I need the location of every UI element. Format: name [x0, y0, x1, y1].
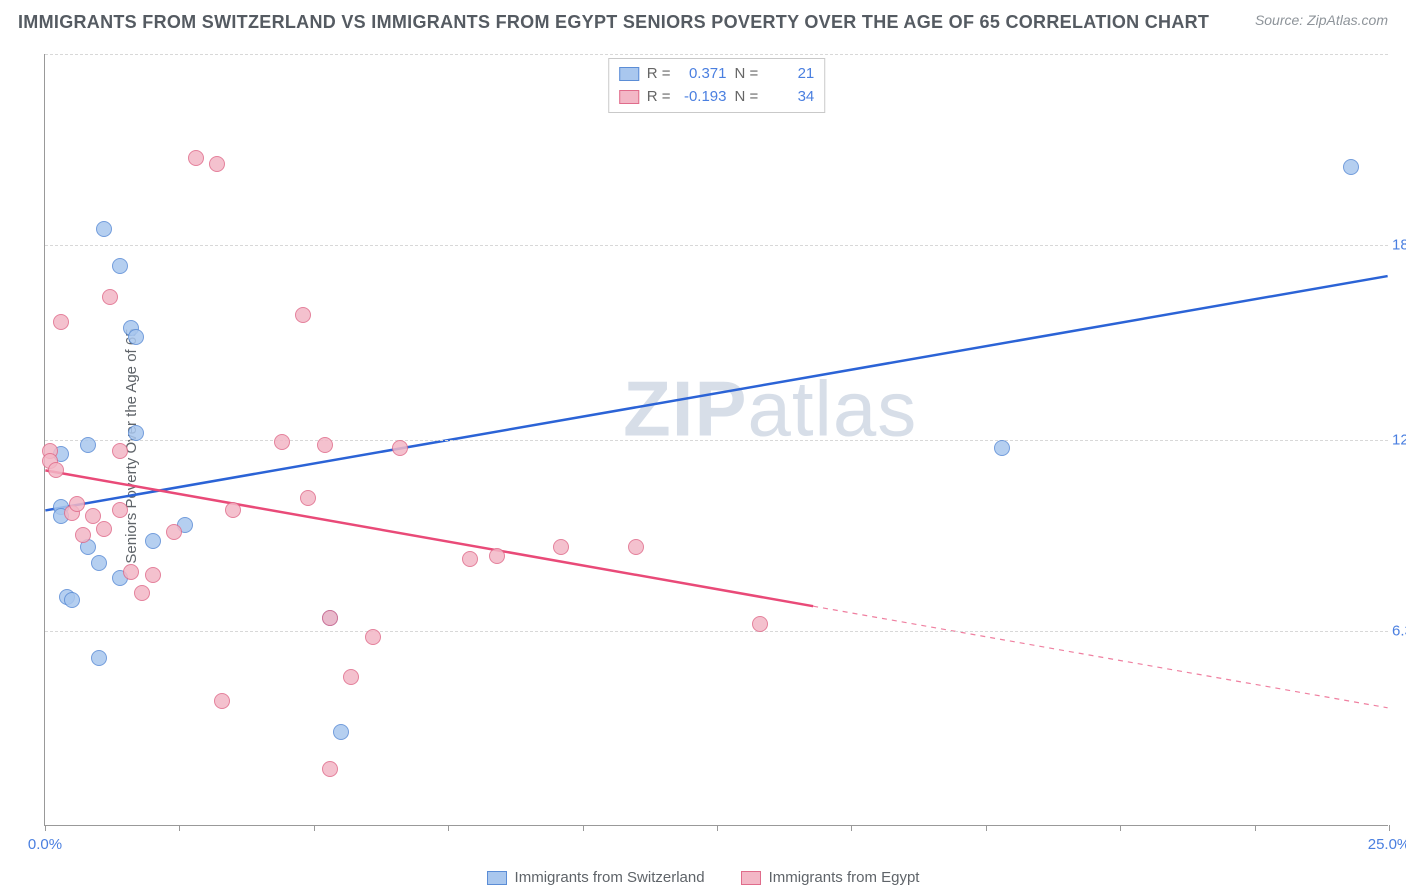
- trend-line: [45, 276, 1387, 510]
- scatter-point: [96, 221, 112, 237]
- scatter-point: [128, 425, 144, 441]
- scatter-point: [274, 434, 290, 450]
- x-tick: [1255, 825, 1256, 831]
- y-tick-label: 18.8%: [1392, 237, 1406, 254]
- legend-swatch-icon: [741, 871, 761, 885]
- scatter-point: [112, 443, 128, 459]
- x-tick: [314, 825, 315, 831]
- scatter-point: [1343, 159, 1359, 175]
- grid-line: [45, 631, 1388, 632]
- y-tick-label: 12.5%: [1392, 432, 1406, 449]
- scatter-point: [225, 502, 241, 518]
- grid-line: [45, 54, 1388, 55]
- legend-stats-row: R = 0.371 N = 21: [619, 63, 815, 86]
- scatter-point: [112, 502, 128, 518]
- scatter-point: [75, 527, 91, 543]
- scatter-point: [994, 440, 1010, 456]
- scatter-point: [462, 551, 478, 567]
- scatter-point: [102, 289, 118, 305]
- n-label: N =: [735, 63, 759, 86]
- legend-swatch-icon: [619, 90, 639, 104]
- scatter-point: [188, 150, 204, 166]
- legend-stats-row: R = -0.193 N = 34: [619, 86, 815, 109]
- x-tick-label: 0.0%: [28, 836, 62, 853]
- grid-line: [45, 245, 1388, 246]
- scatter-point: [91, 555, 107, 571]
- trend-line: [45, 470, 813, 606]
- scatter-point: [752, 616, 768, 632]
- x-tick: [986, 825, 987, 831]
- legend-stats: R = 0.371 N = 21 R = -0.193 N = 34: [608, 58, 826, 113]
- y-tick-label: 6.3%: [1392, 623, 1406, 640]
- scatter-point: [123, 564, 139, 580]
- legend-item-egypt: Immigrants from Egypt: [741, 869, 920, 886]
- scatter-point: [553, 539, 569, 555]
- scatter-point: [322, 610, 338, 626]
- x-tick-label: 25.0%: [1368, 836, 1406, 853]
- legend-label: Immigrants from Switzerland: [515, 869, 705, 886]
- scatter-point: [134, 585, 150, 601]
- source-label: Source: ZipAtlas.com: [1255, 12, 1388, 28]
- x-tick: [448, 825, 449, 831]
- r-value: 0.371: [679, 63, 727, 86]
- x-tick: [1120, 825, 1121, 831]
- chart-header: IMMIGRANTS FROM SWITZERLAND VS IMMIGRANT…: [0, 0, 1406, 39]
- legend-swatch-icon: [487, 871, 507, 885]
- chart-title: IMMIGRANTS FROM SWITZERLAND VS IMMIGRANT…: [18, 12, 1209, 33]
- scatter-point: [91, 650, 107, 666]
- x-tick: [583, 825, 584, 831]
- x-tick: [717, 825, 718, 831]
- scatter-point: [69, 496, 85, 512]
- scatter-point: [96, 521, 112, 537]
- scatter-point: [300, 490, 316, 506]
- scatter-point: [295, 307, 311, 323]
- n-value: 34: [766, 86, 814, 109]
- scatter-point: [145, 567, 161, 583]
- x-tick: [179, 825, 180, 831]
- n-label: N =: [735, 86, 759, 109]
- legend-swatch-icon: [619, 67, 639, 81]
- scatter-point: [489, 548, 505, 564]
- chart-plot-area: ZIPatlas 6.3%12.5%18.8%0.0%25.0%R =0.371…: [44, 54, 1388, 826]
- scatter-point: [333, 724, 349, 740]
- legend-bottom: Immigrants from Switzerland Immigrants f…: [0, 869, 1406, 886]
- legend-label: Immigrants from Egypt: [769, 869, 920, 886]
- scatter-point: [214, 693, 230, 709]
- r-label: R =: [647, 63, 671, 86]
- trend-line-extrapolated: [813, 606, 1387, 708]
- scatter-point: [166, 524, 182, 540]
- x-tick: [851, 825, 852, 831]
- r-label: R =: [647, 86, 671, 109]
- scatter-point: [392, 440, 408, 456]
- scatter-point: [64, 592, 80, 608]
- n-value: 21: [766, 63, 814, 86]
- scatter-point: [53, 314, 69, 330]
- scatter-point: [145, 533, 161, 549]
- scatter-point: [48, 462, 64, 478]
- scatter-point: [112, 258, 128, 274]
- scatter-point: [317, 437, 333, 453]
- scatter-point: [628, 539, 644, 555]
- scatter-point: [343, 669, 359, 685]
- r-value: -0.193: [679, 86, 727, 109]
- scatter-point: [322, 761, 338, 777]
- legend-item-switzerland: Immigrants from Switzerland: [487, 869, 705, 886]
- scatter-point: [209, 156, 225, 172]
- x-tick: [45, 825, 46, 831]
- grid-line: [45, 440, 1388, 441]
- x-tick: [1389, 825, 1390, 831]
- scatter-point: [80, 437, 96, 453]
- scatter-point: [365, 629, 381, 645]
- scatter-point: [128, 329, 144, 345]
